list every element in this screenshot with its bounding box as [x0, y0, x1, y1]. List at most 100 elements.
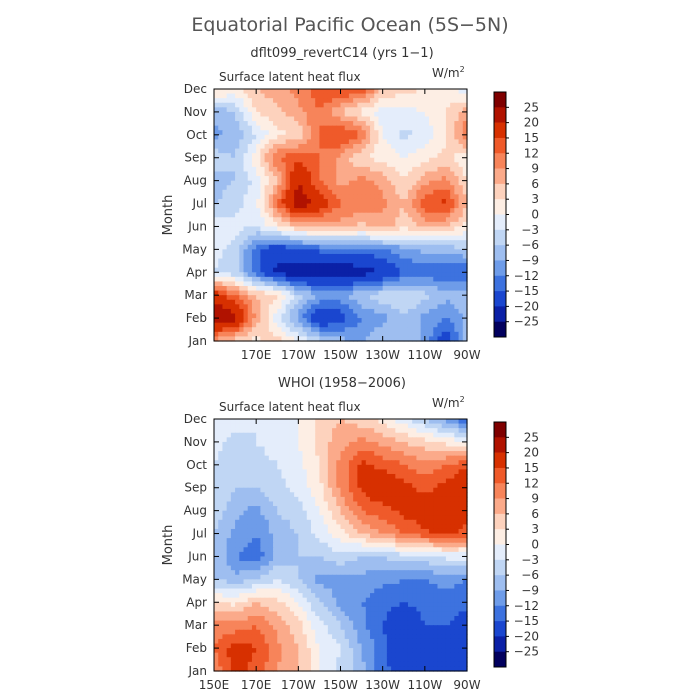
heatmap-cell	[289, 318, 295, 324]
heatmap-cell	[298, 235, 304, 241]
heatmap-cell	[243, 189, 249, 195]
heatmap-cell	[222, 208, 228, 214]
heatmap-cell	[407, 460, 413, 466]
heatmap-cell	[277, 501, 283, 507]
heatmap-cell	[239, 111, 245, 118]
heatmap-cell	[365, 185, 371, 191]
heatmap-cell	[306, 89, 312, 95]
heatmap-cell	[264, 153, 270, 159]
heatmap-cell	[294, 519, 299, 525]
heatmap-cell	[264, 313, 270, 319]
heatmap-cell	[429, 93, 434, 99]
heatmap-cell	[361, 423, 367, 429]
heatmap-cell	[424, 299, 430, 305]
heatmap-cell	[420, 322, 426, 328]
heatmap-cell	[319, 423, 325, 429]
heatmap-cell	[315, 244, 321, 250]
heatmap-cell	[226, 231, 232, 237]
heatmap-cell	[256, 185, 261, 191]
heatmap-cell	[454, 515, 460, 521]
heatmap-cell	[424, 121, 430, 127]
heatmap-cell	[251, 299, 257, 305]
heatmap-cell	[332, 510, 337, 516]
heatmap-cell	[450, 139, 455, 145]
heatmap-cell	[462, 258, 468, 264]
heatmap-cell	[323, 428, 329, 434]
heatmap-cell	[344, 185, 350, 191]
heatmap-cell	[281, 299, 287, 305]
heatmap-cell	[336, 194, 342, 200]
heatmap-cell	[298, 185, 304, 191]
heatmap-cell	[441, 272, 447, 278]
heatmap-cell	[450, 267, 455, 273]
heatmap-cell	[403, 455, 409, 461]
heatmap-cell	[391, 276, 396, 283]
heatmap-cell	[340, 276, 346, 283]
heatmap-cell	[429, 455, 434, 461]
heatmap-cell	[239, 98, 245, 104]
heatmap-cell	[273, 496, 278, 503]
heatmap-cell	[403, 98, 409, 104]
heatmap-cell	[458, 116, 464, 122]
heatmap-cell	[315, 313, 321, 319]
heatmap-cell	[340, 189, 346, 195]
heatmap-cell	[386, 519, 392, 525]
heatmap-cell	[260, 235, 266, 241]
heatmap-cell	[230, 98, 236, 104]
heatmap-cell	[306, 331, 312, 338]
heatmap-cell	[386, 166, 392, 173]
heatmap-cell	[433, 148, 439, 154]
heatmap-cell	[214, 336, 219, 342]
heatmap-cell	[247, 290, 253, 296]
heatmap-cell	[306, 336, 312, 342]
heatmap-cell	[336, 267, 342, 273]
heatmap-cell	[374, 139, 380, 145]
heatmap-cell	[348, 139, 354, 145]
heatmap-cell	[285, 295, 291, 301]
heatmap-cell	[361, 89, 367, 95]
heatmap-cell	[218, 473, 224, 480]
heatmap-cell	[450, 496, 455, 503]
heatmap-cell	[251, 538, 257, 544]
heatmap-cell	[391, 102, 396, 108]
heatmap-cell	[289, 515, 295, 521]
heatmap-cell	[336, 203, 342, 209]
heatmap-cell	[454, 249, 460, 255]
heatmap-cell	[445, 446, 451, 452]
heatmap-cell	[365, 313, 371, 319]
heatmap-cell	[433, 331, 439, 338]
heatmap-cell	[298, 331, 304, 338]
heatmap-cell	[294, 496, 299, 503]
heatmap-cell	[332, 538, 337, 544]
heatmap-cell	[319, 469, 325, 475]
heatmap-cell	[370, 244, 375, 250]
heatmap-cell	[416, 240, 422, 246]
heatmap-cell	[235, 441, 240, 448]
heatmap-cell	[251, 231, 257, 237]
heatmap-cell	[332, 240, 337, 246]
heatmap-cell	[399, 533, 405, 539]
heatmap-cell	[319, 139, 325, 145]
heatmap-cell	[332, 451, 337, 457]
heatmap-cell	[273, 249, 278, 255]
heatmap-cell	[365, 455, 371, 461]
heatmap-cell	[462, 469, 468, 475]
heatmap-cell	[340, 423, 346, 429]
heatmap-cell	[437, 455, 443, 461]
heatmap-cell	[361, 244, 367, 250]
heatmap-cell	[310, 121, 316, 127]
heatmap-cell	[437, 240, 443, 246]
heatmap-cell	[433, 327, 439, 333]
heatmap-cell	[319, 299, 325, 305]
heatmap-cell	[424, 496, 430, 503]
heatmap-cell	[323, 492, 329, 498]
heatmap-cell	[416, 336, 422, 342]
heatmap-cell	[365, 226, 371, 232]
heatmap-cell	[327, 148, 333, 154]
heatmap-cell	[247, 506, 253, 512]
heatmap-cell	[251, 464, 257, 470]
heatmap-cell	[323, 194, 329, 200]
heatmap-cell	[420, 423, 426, 429]
heatmap-cell	[458, 217, 464, 223]
heatmap-cell	[424, 423, 430, 429]
